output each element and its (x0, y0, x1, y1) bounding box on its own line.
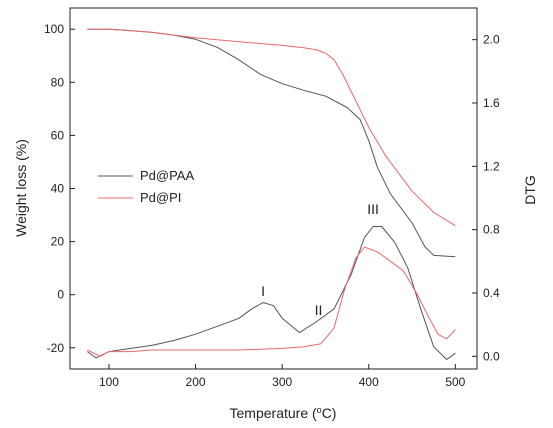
legend-label-pd-pi: Pd@PI (140, 190, 181, 205)
y-right-tick-label: 1.6 (483, 96, 500, 110)
y-left-tick-label: -20 (47, 341, 65, 355)
plot-area-frame (69, 7, 478, 370)
y-right-tick-label: 2.0 (483, 33, 500, 47)
y-right-axis-ticks: 0.0 0.4 0.8 1.2 1.6 2.0 (472, 33, 500, 363)
y-left-axis-title: Weight loss (%) (13, 139, 29, 237)
x-tick-label: 100 (99, 375, 119, 389)
y-right-tick-label: 0.0 (483, 349, 500, 363)
legend: Pd@PAA Pd@PI (98, 168, 194, 205)
x-axis-title: Temperature (oC) (230, 405, 337, 421)
series-layer (87, 28, 456, 360)
series-line-pd-pi-weight (87, 28, 456, 227)
x-tick-label: 400 (359, 375, 379, 389)
legend-label-pd-paa: Pd@PAA (140, 168, 194, 183)
series-line-pd-pi-dtg (87, 246, 456, 357)
y-left-axis-ticks: -20 0 20 40 60 80 100 (44, 22, 75, 355)
y-left-tick-label: 60 (51, 128, 65, 142)
peak-annotation: I (261, 283, 265, 299)
y-left-tick-label: 20 (51, 235, 65, 249)
series-line-pd-paa-dtg (87, 226, 456, 360)
peak-annotation: III (367, 201, 379, 217)
y-right-tick-label: 0.4 (483, 286, 500, 300)
y-right-tick-label: 0.8 (483, 223, 500, 237)
series-line-pd-paa-weight (87, 28, 456, 258)
y-right-axis-title: DTG (522, 175, 538, 205)
y-left-tick-label: 40 (51, 182, 65, 196)
x-tick-label: 200 (186, 375, 206, 389)
x-tick-label: 300 (272, 375, 292, 389)
y-left-tick-label: 0 (57, 288, 64, 302)
y-left-tick-label: 100 (44, 22, 64, 36)
peak-annotation: II (315, 302, 323, 318)
x-tick-label: 500 (445, 375, 465, 389)
y-left-tick-label: 80 (51, 75, 65, 89)
y-right-tick-label: 1.2 (483, 159, 500, 173)
x-axis-ticks: 100 200 300 400 500 (99, 364, 466, 389)
